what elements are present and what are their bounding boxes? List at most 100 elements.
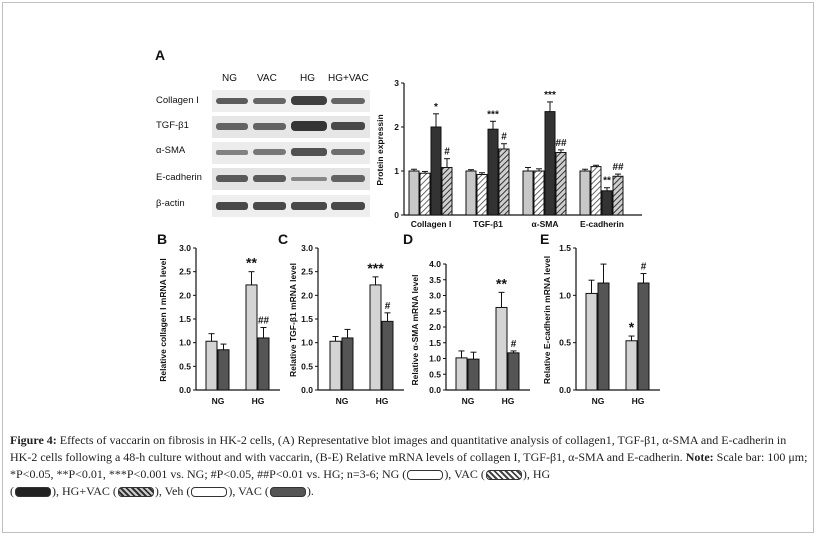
y-tick-label: 3.5 [429, 275, 441, 285]
y-tick-label: 2.5 [179, 267, 191, 277]
legend-swatch-vac2 [269, 487, 306, 498]
caption-text: Effects of vaccarin on fibrosis in HK-2 … [10, 433, 787, 464]
bar [369, 284, 382, 391]
y-tick-label: 2.5 [429, 306, 441, 316]
x-tick-label: HG [376, 396, 389, 406]
significance-mark: ** [496, 275, 507, 291]
bar [465, 170, 477, 216]
y-tick-label: 2.0 [429, 322, 441, 332]
bar [601, 190, 613, 216]
bar [245, 284, 258, 391]
x-tick-label: TGF-β1 [473, 219, 503, 229]
legend-swatch-hg [15, 487, 51, 498]
y-tick-label: 0.5 [429, 369, 441, 379]
x-tick-label: HG [632, 396, 645, 406]
bar [612, 175, 624, 216]
x-tick-label: NG [592, 396, 605, 406]
significance-mark: ## [555, 138, 567, 149]
bar [205, 340, 218, 391]
significance-mark: ## [612, 162, 624, 173]
blot-group-ng: NG [222, 73, 237, 84]
significance-mark: ## [258, 316, 270, 327]
y-tick-label: 1.0 [559, 290, 571, 300]
y-tick-label: 2 [394, 122, 399, 132]
y-tick-label: 3 [394, 78, 399, 88]
y-axis-label: Protein expressin [375, 114, 385, 185]
significance-mark: *** [544, 90, 556, 101]
y-tick-label: 0.5 [301, 361, 313, 371]
bar [498, 148, 510, 216]
y-tick-label: 1.5 [301, 314, 313, 324]
caption-label: Figure 4: [10, 433, 57, 447]
bar [408, 170, 420, 216]
x-tick-label: HG [252, 396, 265, 406]
chart-panel-e: 0.0 0.5 1.0 1.5 Relative E-cadherin mRNA lev… [540, 231, 660, 406]
bar [329, 340, 342, 391]
significance-mark: # [501, 132, 507, 143]
bar [257, 337, 270, 391]
panel-letter-c: C [278, 231, 288, 247]
bar [495, 306, 508, 391]
bar [585, 292, 598, 391]
panel-letter-e: E [540, 231, 549, 247]
charts: 0 1 2 3 Protein expressin Collagen I TGF-β1 α-S… [157, 78, 660, 406]
y-tick-label: 3.0 [301, 243, 313, 253]
legend-swatch-veh [191, 487, 228, 498]
significance-mark: *** [367, 260, 384, 276]
y-tick-label: 0.0 [179, 385, 191, 395]
chart-panel-a: 0 1 2 3 Protein expressin Collagen I TGF-β1 α-S… [375, 78, 642, 229]
bar [467, 358, 480, 391]
caption-note-label: Note: [685, 450, 714, 464]
bar [476, 174, 488, 216]
panel-letter-a: A [155, 47, 165, 63]
blot-row-tgfb1: TGF-β1 [156, 120, 189, 131]
legend-swatch-hgvac [117, 487, 154, 498]
y-tick-label: 1.0 [429, 354, 441, 364]
y-tick-label: 1.0 [301, 338, 313, 348]
y-axis-label: Relative α-SMA mRNA level [410, 275, 420, 386]
bar [381, 320, 394, 391]
figure-caption: Figure 4: Effects of vaccarin on fibrosi… [10, 432, 810, 500]
bar [487, 128, 499, 216]
caption-legend-2: ), HG [522, 467, 551, 481]
panel-letter-b: B [157, 231, 167, 247]
significance-mark: # [385, 301, 391, 312]
bar [430, 126, 442, 216]
x-tick-label: NG [212, 396, 225, 406]
blot-image [212, 90, 370, 217]
y-tick-label: 0.0 [301, 385, 313, 395]
y-tick-label: 0.0 [429, 385, 441, 395]
legend-swatch-vac [485, 470, 522, 481]
bar [579, 170, 591, 216]
blot-group-vac: VAC [257, 73, 277, 84]
x-tick-label: E-cadherin [580, 219, 624, 229]
y-tick-label: 0 [394, 210, 399, 220]
bar [590, 166, 602, 216]
significance-mark: ** [603, 176, 611, 187]
bar [625, 340, 638, 391]
y-tick-label: 1 [394, 166, 399, 176]
x-tick-label: NG [336, 396, 349, 406]
caption-legend-7: ). [306, 484, 314, 498]
significance-mark: # [444, 147, 450, 158]
bar [597, 282, 610, 391]
blot-row-ecadherin: E-cadherin [156, 172, 202, 183]
caption-legend-4: ), HG+VAC ( [52, 484, 117, 498]
bar [217, 349, 230, 391]
bar [341, 337, 354, 391]
bar [544, 111, 556, 216]
bar [441, 166, 453, 216]
significance-mark: ** [246, 255, 257, 271]
bar [455, 357, 468, 391]
bar [637, 282, 650, 391]
blot-group-labels: NG VAC HG HG+VAC [222, 73, 369, 84]
y-tick-label: 0.0 [559, 385, 571, 395]
blot-group-hgvac: HG+VAC [328, 73, 369, 84]
y-axis-label: Relative collagen I mRNA level [158, 258, 168, 381]
y-tick-label: 2.0 [301, 290, 313, 300]
significance-mark: *** [487, 109, 499, 120]
y-tick-label: 1.5 [179, 314, 191, 324]
y-tick-label: 0.5 [559, 338, 571, 348]
significance-mark: * [629, 319, 635, 335]
